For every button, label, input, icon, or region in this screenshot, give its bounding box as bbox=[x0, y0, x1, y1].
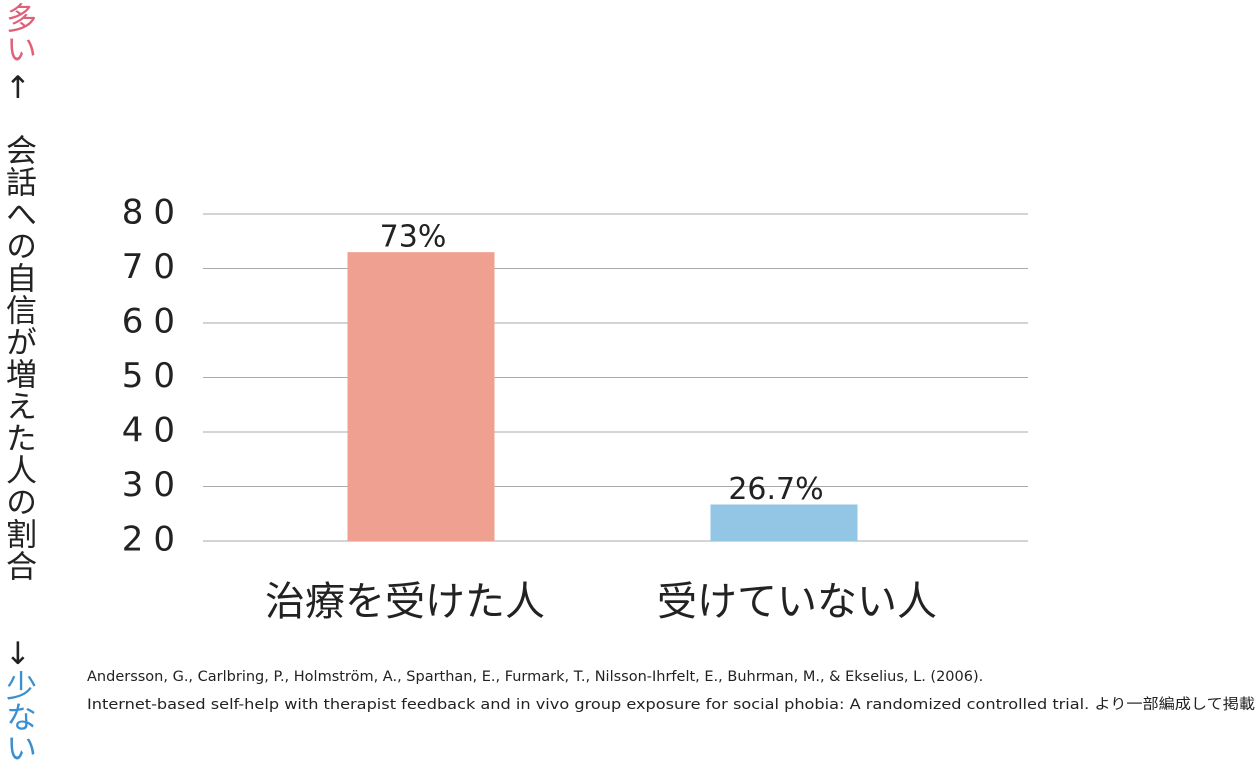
value-label: 73% bbox=[380, 220, 447, 255]
y-tick-label: 30 bbox=[122, 465, 185, 505]
source-line: Andersson, G., Carlbring, P., Holmström,… bbox=[87, 669, 983, 685]
arrow-up: ↑ bbox=[0, 70, 36, 106]
y-tick-label: 60 bbox=[122, 302, 185, 342]
axis-high-label: 多い bbox=[0, 2, 36, 64]
y-tick-label: 80 bbox=[122, 193, 185, 233]
y-tick-label: 40 bbox=[122, 411, 185, 451]
y-axis-title: 会話への自信が増えた人の割合 bbox=[0, 134, 36, 582]
bar bbox=[710, 504, 858, 541]
bar bbox=[347, 252, 495, 541]
value-label: 26.7% bbox=[728, 472, 823, 507]
x-tick-label: 治療を受けた人 bbox=[265, 579, 545, 625]
arrow-down: ↓ bbox=[0, 636, 36, 672]
x-tick-label: 受けていない人 bbox=[657, 579, 937, 625]
axis-low-label: 少ない bbox=[0, 670, 36, 763]
y-tick-label: 20 bbox=[122, 520, 185, 560]
source-line: Internet-based self-help with therapist … bbox=[87, 696, 1255, 713]
y-tick-label: 50 bbox=[122, 356, 185, 396]
y-tick-label: 70 bbox=[122, 247, 185, 287]
